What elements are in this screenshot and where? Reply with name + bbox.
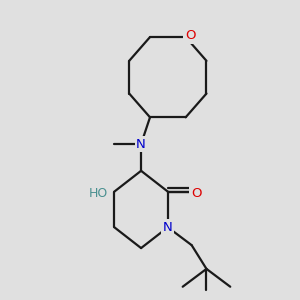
Text: HO: HO — [88, 187, 108, 200]
Text: N: N — [163, 221, 173, 234]
Text: O: O — [185, 29, 195, 42]
Text: O: O — [191, 187, 201, 200]
Text: N: N — [136, 138, 146, 151]
